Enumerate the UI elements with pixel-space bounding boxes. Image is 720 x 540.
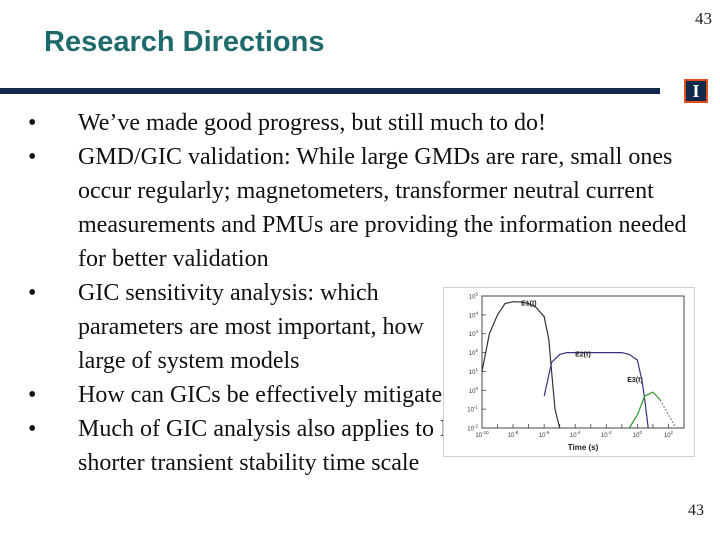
series-line (481, 301, 561, 429)
x-tick-base: 10 (633, 433, 640, 439)
y-tick-label: 100 (469, 386, 479, 395)
y-tick-base: 10 (469, 370, 476, 376)
y-tick-base: 10 (467, 427, 474, 433)
university-logo: I (684, 79, 708, 103)
x-tick-base: 10 (475, 433, 482, 439)
x-tick-exp: -6 (545, 430, 549, 435)
x-tick-label: 10-4 (570, 430, 581, 439)
y-tick-base: 10 (469, 351, 476, 357)
bullet-marker: • (28, 280, 37, 306)
x-tick-exp: -10 (482, 430, 489, 435)
y-tick-label: 103 (469, 329, 479, 338)
bullet-text: GIC sensitivity analysis: which paramete… (78, 280, 424, 374)
y-tick-label: 10-1 (467, 405, 478, 414)
bullet-text: GMD/GIC validation: While large GMDs are… (78, 144, 687, 272)
bullet-item: • How can GICs be effectively mitigated (28, 378, 458, 412)
x-tick-label: 10-2 (601, 430, 612, 439)
plot-frame (481, 295, 685, 429)
bullet-item: • We’ve made good progress, but still muc… (28, 106, 708, 140)
bullet-text: We’ve made good progress, but still much… (78, 110, 546, 136)
page-number-top: 43 (695, 9, 712, 28)
y-tick-exp: 3 (475, 329, 478, 334)
y-tick-exp: -1 (474, 405, 478, 410)
x-tick-base: 10 (601, 433, 608, 439)
y-tick-exp: 1 (475, 367, 478, 372)
x-tick-label: 100 (633, 430, 643, 439)
y-tick-exp: 5 (475, 292, 478, 297)
bullet-marker: • (28, 382, 37, 408)
x-tick-exp: 0 (639, 430, 642, 435)
chart-svg: 10-210-110010110210310410510-1010-810-61… (467, 292, 685, 452)
y-tick-exp: 0 (475, 386, 478, 391)
series-line (543, 351, 649, 429)
bullet-marker: • (28, 416, 37, 442)
x-tick-base: 10 (508, 433, 515, 439)
y-tick-label: 102 (469, 348, 479, 357)
y-tick-base: 10 (469, 389, 476, 395)
bullet-item: • GMD/GIC validation: While large GMDs ar… (28, 140, 708, 276)
bullet-marker: • (28, 110, 37, 136)
x-tick-label: 10-10 (475, 430, 489, 439)
x-tick-exp: -2 (608, 430, 612, 435)
bullet-list: • We’ve made good progress, but still muc… (28, 106, 708, 480)
x-tick-base: 10 (539, 433, 546, 439)
x-tick-base: 10 (570, 433, 577, 439)
bullet-item: • GIC sensitivity analysis: which paramet… (28, 276, 458, 378)
y-tick-base: 10 (467, 408, 474, 414)
x-tick-exp: -4 (577, 430, 581, 435)
x-tick-exp: 2 (671, 430, 674, 435)
series-label: E3(t) (627, 377, 643, 384)
x-axis-label: Time (s) (568, 443, 599, 452)
y-tick-exp: 4 (475, 310, 478, 315)
y-tick-label: 101 (469, 367, 479, 376)
series-line (628, 391, 661, 429)
y-tick-base: 10 (469, 332, 476, 338)
bullet-text: How can GICs be effectively mitigated (78, 382, 455, 408)
x-tick-base: 10 (664, 433, 671, 439)
logo-glyph: I (692, 81, 700, 101)
x-tick-exp: -8 (514, 430, 518, 435)
page-number-bottom: 43 (688, 502, 704, 519)
y-tick-exp: 2 (475, 348, 478, 353)
y-tick-label: 10-2 (467, 424, 478, 433)
series-line (659, 399, 677, 429)
y-tick-label: 104 (469, 310, 479, 319)
y-tick-exp: -2 (474, 424, 478, 429)
x-tick-label: 10-6 (539, 430, 550, 439)
y-tick-base: 10 (469, 313, 476, 319)
x-tick-label: 102 (664, 430, 674, 439)
emp-waveform-chart: 10-2 10-1 100 101 102 103 104 105 10-10 10-8 10-6 1… (443, 287, 695, 457)
title-rule-bar (0, 88, 660, 94)
y-tick-base: 10 (469, 295, 476, 301)
title-rule (0, 86, 692, 94)
bullet-marker: • (28, 144, 37, 170)
series-label: E2(t) (575, 352, 591, 359)
slide-title: Research Directions (44, 26, 325, 58)
series-label: E1(t) (521, 301, 537, 308)
y-tick-label: 105 (469, 292, 479, 301)
x-tick-label: 10-8 (508, 430, 519, 439)
